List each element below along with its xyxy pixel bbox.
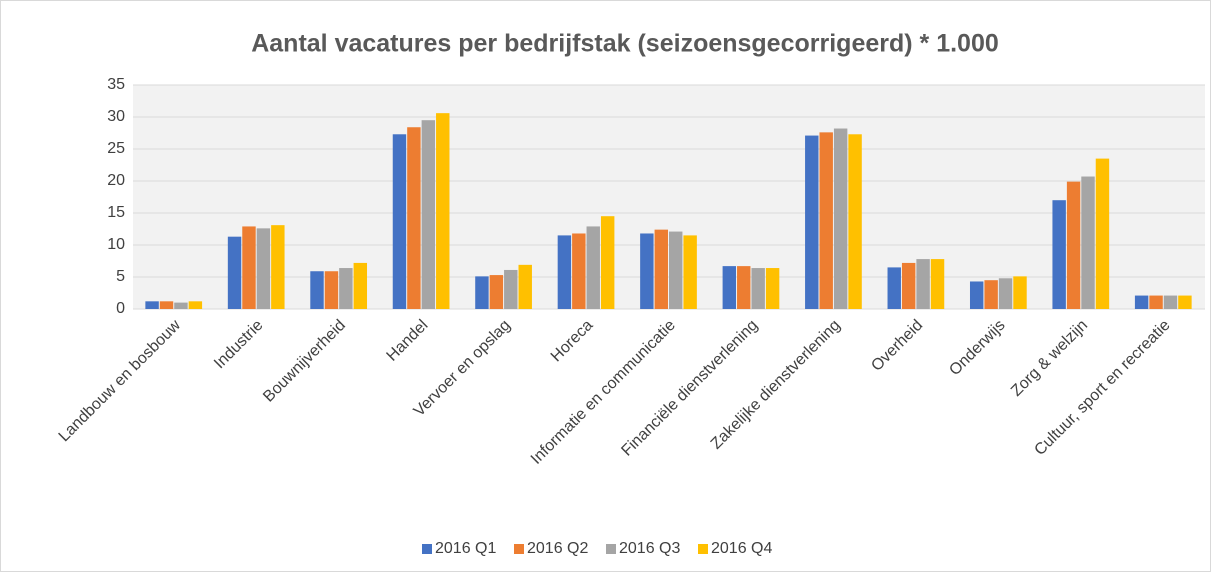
- bar: [848, 134, 862, 309]
- bar: [1066, 181, 1081, 309]
- legend-label: 2016 Q2: [527, 540, 588, 557]
- bar: [600, 216, 615, 309]
- y-tick-label: 10: [107, 236, 125, 253]
- legend-swatch: [606, 544, 616, 554]
- bar: [310, 271, 324, 309]
- bar: [421, 120, 436, 309]
- bar: [227, 236, 242, 309]
- bar: [353, 262, 368, 309]
- bar: [242, 226, 256, 309]
- bar: [518, 264, 532, 309]
- bar: [174, 302, 188, 309]
- bar: [1081, 176, 1095, 309]
- y-tick-label: 30: [107, 108, 125, 125]
- bar: [998, 278, 1013, 309]
- y-tick-label: 35: [107, 76, 125, 93]
- bar: [722, 266, 737, 309]
- bar: [436, 113, 450, 309]
- legend-label: 2016 Q3: [619, 540, 680, 557]
- chart-title: Aantal vacatures per bedrijfstak (seizoe…: [251, 30, 999, 58]
- bar: [751, 268, 765, 309]
- y-tick-label: 25: [107, 140, 125, 157]
- bar: [392, 134, 407, 309]
- bar: [737, 266, 751, 309]
- bar: [504, 269, 518, 309]
- legend-swatch: [514, 544, 524, 554]
- bar: [557, 235, 572, 309]
- bar: [930, 259, 945, 309]
- bar: [916, 259, 930, 309]
- bar: [819, 132, 833, 309]
- bar: [489, 275, 504, 309]
- bar: [984, 280, 998, 309]
- bar: [324, 271, 339, 309]
- y-tick-label: 20: [107, 172, 125, 189]
- bar: [271, 225, 285, 309]
- bar: [765, 268, 780, 309]
- bar: [901, 262, 916, 309]
- y-tick-label: 5: [116, 268, 125, 285]
- bar: [805, 135, 819, 309]
- bar: [640, 233, 654, 309]
- bar: [669, 231, 683, 309]
- legend-label: 2016 Q4: [711, 540, 772, 557]
- bar: [145, 301, 159, 309]
- legend-swatch: [422, 544, 432, 554]
- bar: [887, 267, 901, 309]
- bar: [683, 235, 697, 309]
- bar: [1149, 295, 1163, 309]
- y-tick-label: 15: [107, 204, 125, 221]
- bar: [1052, 200, 1066, 309]
- legend-label: 2016 Q1: [435, 540, 496, 557]
- y-tick-label: 0: [116, 300, 125, 317]
- bar: [256, 228, 271, 309]
- bar: [159, 301, 174, 309]
- legend-swatch: [698, 544, 708, 554]
- bar: [654, 229, 668, 309]
- bar: [1163, 295, 1178, 309]
- bar: [188, 301, 203, 309]
- bar: [407, 127, 421, 310]
- bar: [572, 233, 586, 309]
- bar: [339, 268, 353, 309]
- bar: [1134, 295, 1149, 309]
- bar: [475, 276, 489, 309]
- bar: [1095, 158, 1110, 309]
- bar: [1013, 276, 1027, 309]
- bar: [969, 281, 984, 309]
- bar: [586, 226, 600, 309]
- bar: [1178, 295, 1192, 309]
- bar: [833, 128, 848, 309]
